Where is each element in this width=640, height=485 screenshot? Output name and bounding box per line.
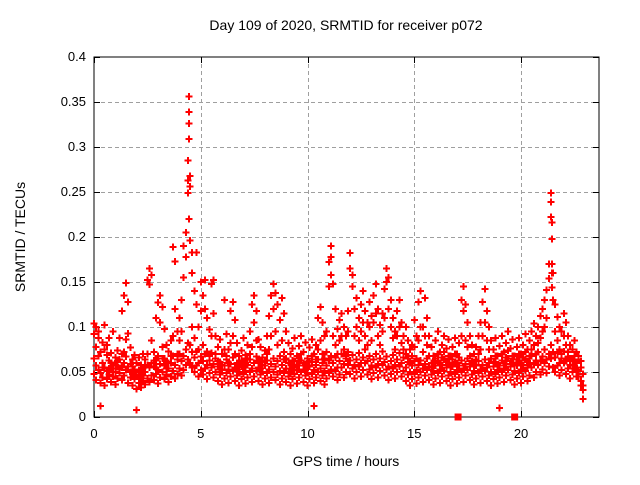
- y-tick-label: 0.4: [68, 49, 86, 64]
- chart-title: Day 109 of 2020, SRMTID for receiver p07…: [209, 17, 482, 33]
- x-tick-labels: 0 5 10 15 20: [90, 426, 528, 441]
- x-tick-label: 15: [407, 426, 421, 441]
- y-tick-label: 0.3: [68, 139, 86, 154]
- y-tick-label: 0.15: [61, 274, 86, 289]
- y-axis-label: SRMTID / TECUs: [12, 182, 28, 292]
- x-tick-label: 10: [300, 426, 314, 441]
- y-tick-label: 0.2: [68, 229, 86, 244]
- y-tick-label: 0.1: [68, 319, 86, 334]
- x-tick-label: 5: [197, 426, 204, 441]
- x-tick-label: 0: [90, 426, 97, 441]
- y-tick-labels: 0 0.05 0.1 0.15 0.2 0.25 0.3 0.35 0.4: [61, 49, 86, 424]
- x-axis-label: GPS time / hours: [293, 453, 400, 469]
- y-tick-label: 0.25: [61, 184, 86, 199]
- y-tick-label: 0.35: [61, 94, 86, 109]
- flagged-zero-marker: [454, 413, 462, 421]
- y-tick-label: 0: [79, 409, 86, 424]
- y-tick-label: 0.05: [61, 364, 86, 379]
- x-tick-label: 20: [514, 426, 528, 441]
- scatter-points: [90, 93, 587, 414]
- flagged-zero-marker: [511, 413, 519, 421]
- flagged-zero-points: [454, 413, 519, 421]
